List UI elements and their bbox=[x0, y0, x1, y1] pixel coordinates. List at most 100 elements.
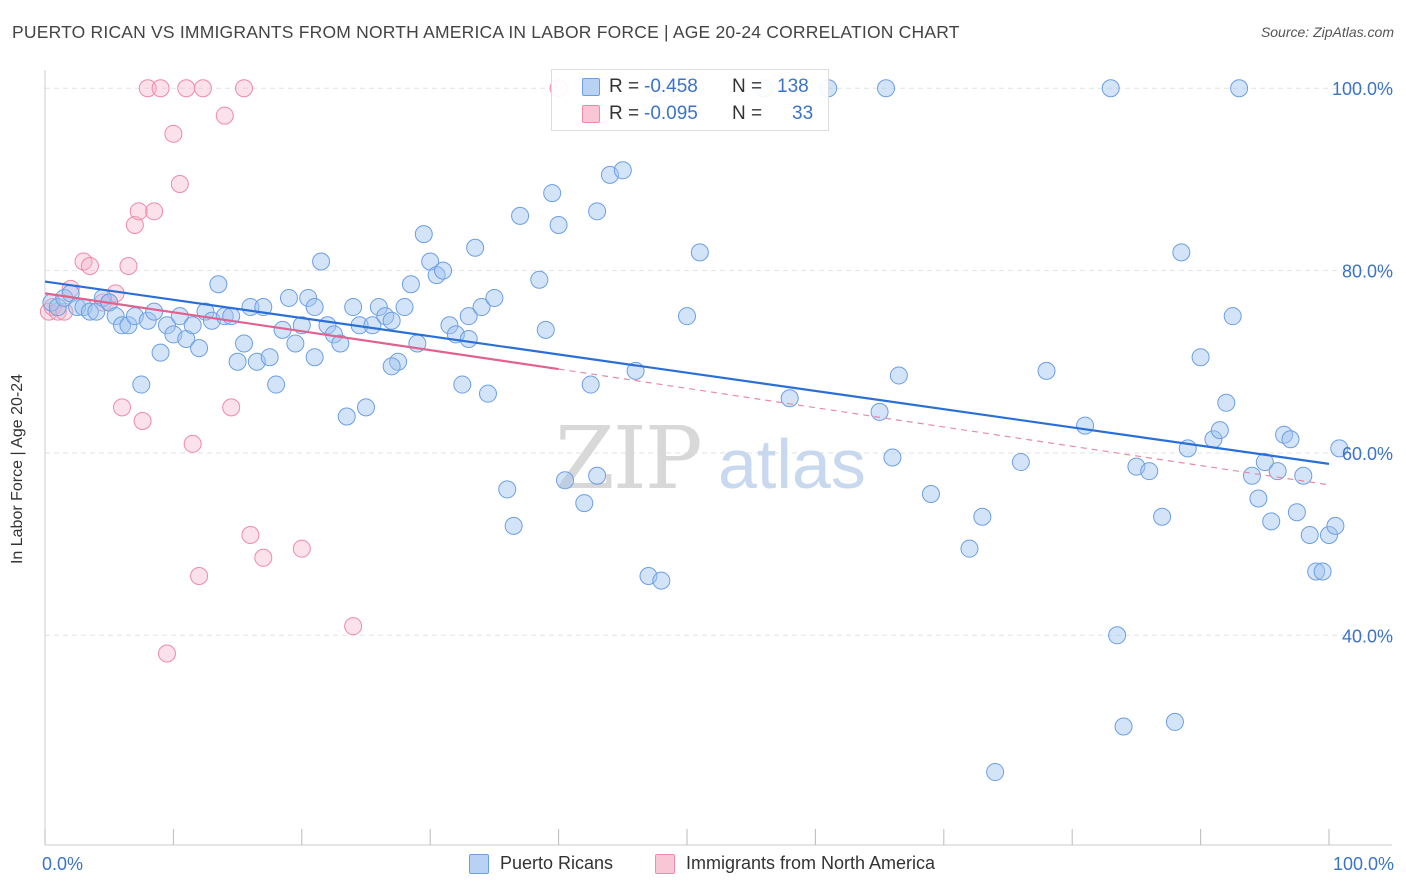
puerto-rican-point bbox=[543, 184, 562, 203]
legend-row-puerto-ricans: R = -0.458 N = 138 bbox=[552, 74, 828, 100]
tick-labels: 40.0% 60.0% 80.0% 100.0% 0.0% 100.0% bbox=[42, 79, 1394, 874]
puerto-rican-point bbox=[331, 334, 350, 353]
puerto-rican-point bbox=[459, 329, 478, 348]
puerto-rican-point bbox=[80, 302, 99, 321]
puerto-rican-point bbox=[1011, 453, 1030, 472]
immigrant-point bbox=[151, 79, 170, 98]
puerto-rican-point bbox=[305, 298, 324, 317]
puerto-rican-point bbox=[382, 357, 401, 376]
puerto-rican-point bbox=[1300, 526, 1319, 544]
legend-n-value: 138 bbox=[777, 76, 809, 97]
immigrant-point bbox=[183, 434, 202, 453]
puerto-rican-point bbox=[478, 384, 497, 403]
immigrant-point bbox=[344, 617, 363, 636]
puerto-rican-point bbox=[453, 375, 472, 394]
immigrant-point bbox=[193, 79, 212, 98]
immigrant-point bbox=[133, 412, 152, 431]
legend-n-value: 33 bbox=[792, 103, 814, 124]
puerto-rican-point bbox=[337, 407, 356, 426]
immigrant-point bbox=[292, 539, 311, 558]
puerto-rican-point bbox=[485, 288, 504, 307]
immigrant-point bbox=[119, 257, 138, 276]
puerto-rican-point bbox=[883, 448, 902, 467]
puerto-rican-point bbox=[973, 507, 992, 526]
puerto-rican-point bbox=[228, 352, 247, 371]
puerto-rican-point bbox=[575, 494, 594, 513]
series-immigrants-points bbox=[39, 79, 568, 663]
puerto-rican-point bbox=[536, 320, 555, 339]
immigrant-point bbox=[113, 398, 132, 417]
legend-row-immigrants: R = -0.095 N = 33 bbox=[552, 101, 828, 127]
puerto-rican-point bbox=[235, 334, 254, 353]
puerto-rican-point bbox=[588, 202, 607, 221]
y-tick-label: 100.0% bbox=[1332, 79, 1393, 99]
legend-r-value: -0.458 bbox=[644, 76, 698, 97]
puerto-rican-point bbox=[369, 298, 388, 317]
immigrant-point bbox=[177, 79, 196, 98]
puerto-rican-point bbox=[1287, 503, 1306, 522]
y-axis-label: In Labor Force | Age 20-24 bbox=[9, 373, 26, 565]
puerto-rican-point bbox=[549, 216, 568, 234]
puerto-rican-point bbox=[157, 316, 176, 335]
watermark: ZIP atlas bbox=[555, 409, 866, 509]
puerto-rican-point bbox=[145, 302, 164, 321]
immigrant-point bbox=[170, 174, 189, 193]
legend-swatch-pink bbox=[582, 105, 600, 123]
legend-swatch-pink bbox=[655, 854, 675, 874]
puerto-rican-point bbox=[376, 307, 395, 326]
immigrant-point bbox=[215, 106, 234, 125]
immigrant-point bbox=[254, 548, 273, 567]
gridlines bbox=[45, 87, 1392, 636]
legend-r-value: -0.095 bbox=[644, 103, 698, 124]
y-tick-label: 80.0% bbox=[1342, 262, 1393, 282]
y-tick-label: 40.0% bbox=[1342, 626, 1393, 646]
puerto-rican-point bbox=[1326, 516, 1345, 535]
puerto-rican-point bbox=[138, 311, 157, 330]
legend-label: Immigrants from North America bbox=[686, 853, 936, 873]
watermark-zip: ZIP bbox=[555, 409, 701, 509]
puerto-rican-point bbox=[190, 339, 209, 358]
puerto-rican-point bbox=[690, 243, 709, 262]
puerto-rican-point bbox=[1217, 393, 1236, 412]
puerto-rican-point bbox=[1101, 79, 1120, 98]
puerto-rican-point bbox=[132, 375, 151, 394]
puerto-rican-point bbox=[1172, 243, 1191, 262]
immigrant-point bbox=[125, 216, 144, 234]
puerto-rican-point bbox=[511, 206, 530, 225]
puerto-rican-point bbox=[434, 261, 453, 280]
puerto-rican-point bbox=[1275, 425, 1294, 444]
puerto-rican-point bbox=[1108, 626, 1127, 645]
puerto-rican-point bbox=[151, 343, 170, 362]
puerto-rican-point bbox=[960, 539, 979, 558]
puerto-rican-point bbox=[1076, 416, 1095, 435]
immigrant-point bbox=[74, 252, 93, 271]
immigrant-point bbox=[190, 567, 209, 586]
puerto-rican-point bbox=[1210, 421, 1229, 440]
puerto-rican-point bbox=[498, 480, 517, 499]
puerto-rican-point bbox=[1242, 466, 1261, 485]
puerto-rican-point bbox=[1313, 562, 1332, 581]
puerto-rican-point bbox=[312, 252, 331, 271]
puerto-rican-point bbox=[1230, 79, 1249, 98]
puerto-rican-point bbox=[1249, 489, 1268, 508]
puerto-rican-point bbox=[48, 298, 67, 317]
puerto-rican-point bbox=[106, 307, 125, 326]
puerto-rican-point bbox=[613, 161, 632, 180]
puerto-ricans-trend-line bbox=[44, 280, 1330, 465]
puerto-rican-point bbox=[401, 275, 420, 294]
puerto-rican-point bbox=[459, 307, 478, 326]
legend-swatch-blue bbox=[582, 78, 600, 96]
puerto-rican-point bbox=[209, 275, 228, 294]
puerto-rican-point bbox=[986, 763, 1005, 782]
puerto-rican-point bbox=[1191, 348, 1210, 367]
puerto-rican-point bbox=[472, 298, 491, 317]
immigrants-trend-line bbox=[44, 292, 559, 371]
puerto-rican-point bbox=[1262, 512, 1281, 531]
legend-n-label: N = bbox=[732, 76, 763, 97]
y-tick-label: 60.0% bbox=[1342, 444, 1393, 464]
puerto-rican-point bbox=[1037, 361, 1056, 380]
immigrant-point bbox=[129, 202, 148, 221]
puerto-rican-point bbox=[1268, 462, 1287, 481]
puerto-rican-point bbox=[183, 316, 202, 335]
